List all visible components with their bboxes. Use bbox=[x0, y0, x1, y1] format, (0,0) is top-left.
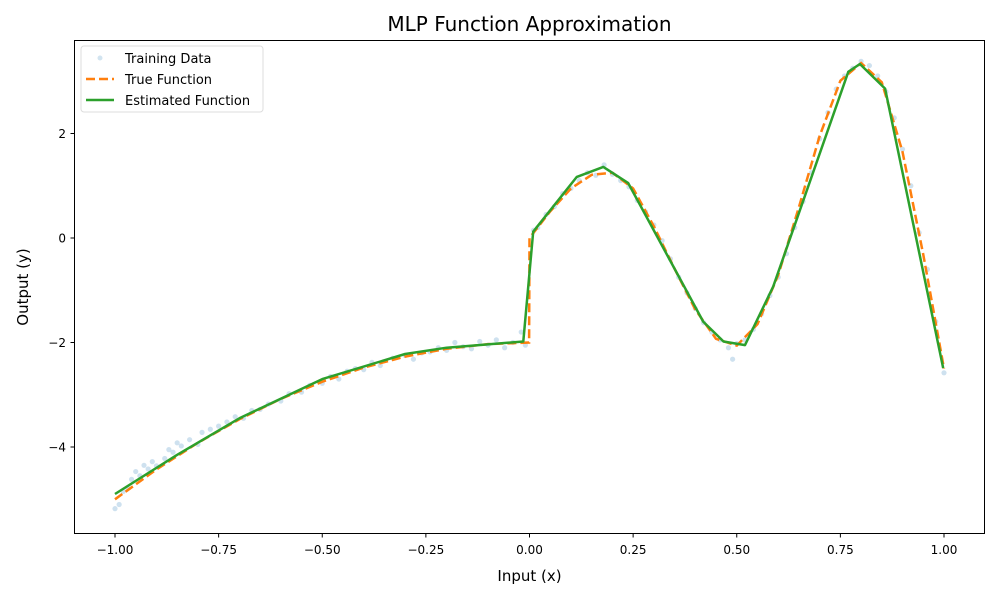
x-tick-label: 1.00 bbox=[931, 543, 958, 557]
chart-title: MLP Function Approximation bbox=[387, 12, 671, 36]
x-tick-label: −0.50 bbox=[304, 543, 341, 557]
y-tick-label: −4 bbox=[48, 441, 66, 455]
training-data-point bbox=[866, 62, 872, 69]
x-tick-label: 0.75 bbox=[827, 543, 854, 557]
legend-training-marker bbox=[97, 55, 103, 61]
x-tick-label: −1.00 bbox=[97, 543, 134, 557]
estimated-function-line bbox=[114, 62, 945, 496]
training-data-point bbox=[941, 370, 947, 376]
training-data-point bbox=[145, 466, 151, 472]
x-tick-label: −0.25 bbox=[407, 543, 444, 557]
training-data-point bbox=[207, 426, 213, 432]
training-data-point bbox=[875, 73, 881, 79]
training-data-point bbox=[502, 345, 508, 351]
training-data-point bbox=[149, 459, 155, 465]
training-data-point bbox=[468, 346, 475, 352]
x-tick-label: −0.75 bbox=[200, 543, 237, 557]
training-data-point bbox=[452, 339, 458, 346]
training-data-point bbox=[141, 462, 147, 468]
training-data-point bbox=[377, 362, 383, 369]
training-data-point bbox=[112, 506, 118, 512]
training-data-point bbox=[730, 356, 736, 362]
training-data-point bbox=[199, 429, 205, 435]
training-data-point bbox=[216, 423, 222, 429]
training-data-point bbox=[477, 338, 483, 345]
training-data-point bbox=[493, 337, 499, 343]
training-data-point bbox=[166, 447, 172, 453]
training-data-point bbox=[170, 449, 176, 455]
training-data-point bbox=[224, 419, 230, 425]
legend-box bbox=[80, 45, 264, 113]
x-tick-label: 0.00 bbox=[516, 543, 543, 557]
training-data-point bbox=[232, 414, 238, 420]
legend: Training Data True Function Estimated Fu… bbox=[80, 45, 264, 113]
training-data-point bbox=[187, 437, 193, 443]
x-tick-label: 0.25 bbox=[620, 543, 647, 557]
legend-estimated-label: Estimated Function bbox=[125, 94, 250, 109]
y-tick-label: −2 bbox=[48, 336, 66, 350]
y-axis-label: Output (y) bbox=[14, 248, 32, 325]
training-data-point bbox=[162, 455, 168, 462]
training-data-point bbox=[128, 476, 135, 482]
x-tick-label: 0.50 bbox=[723, 543, 750, 557]
plot-frame bbox=[74, 40, 985, 534]
legend-training-label: Training Data bbox=[124, 52, 211, 67]
training-data-point bbox=[133, 468, 139, 475]
x-axis-label: Input (x) bbox=[497, 567, 561, 585]
y-tick-label: 2 bbox=[58, 127, 66, 141]
legend-true-label: True Function bbox=[124, 73, 212, 88]
training-data-point bbox=[410, 356, 417, 362]
training-data-point bbox=[178, 443, 184, 449]
training-data-point bbox=[174, 440, 180, 446]
training-data-point bbox=[116, 501, 122, 508]
y-tick-label: 0 bbox=[58, 232, 66, 246]
training-data-point bbox=[518, 329, 524, 335]
training-data-point bbox=[899, 146, 906, 152]
training-data-point bbox=[725, 345, 732, 351]
